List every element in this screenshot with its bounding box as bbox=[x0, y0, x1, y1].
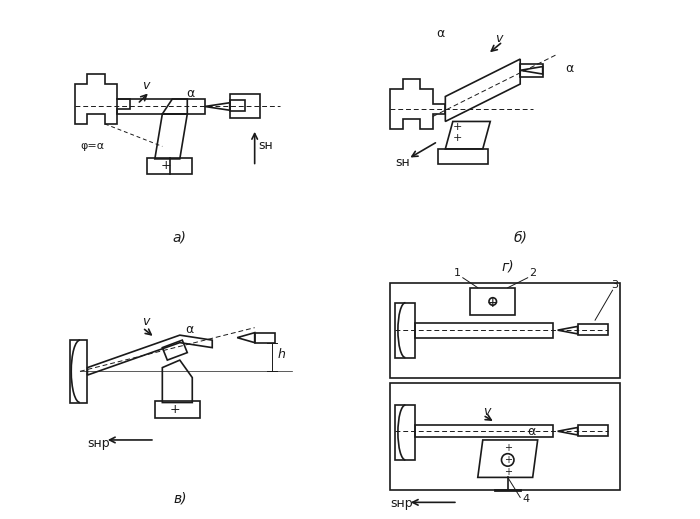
Text: α: α bbox=[437, 26, 444, 39]
Bar bbox=[118, 99, 205, 114]
Text: α: α bbox=[186, 87, 195, 100]
Bar bbox=[230, 94, 260, 118]
Text: φ=α: φ=α bbox=[80, 141, 104, 151]
Bar bbox=[578, 324, 608, 335]
Bar bbox=[391, 283, 620, 377]
Bar bbox=[255, 333, 274, 343]
Text: v: v bbox=[142, 315, 150, 328]
Bar bbox=[415, 425, 552, 438]
Bar bbox=[230, 100, 245, 112]
Bar bbox=[438, 149, 488, 164]
Text: г): г) bbox=[501, 260, 514, 274]
Text: +
+
+: + + + bbox=[504, 443, 512, 476]
Text: α: α bbox=[528, 425, 536, 438]
Bar bbox=[415, 323, 552, 338]
Text: 4: 4 bbox=[523, 495, 530, 504]
Text: 1: 1 bbox=[454, 268, 461, 279]
Text: v: v bbox=[483, 405, 490, 418]
Bar bbox=[148, 158, 192, 174]
Text: +: + bbox=[161, 159, 172, 172]
Text: +
+: + + bbox=[453, 122, 463, 143]
Text: sнр: sнр bbox=[391, 497, 413, 510]
Text: v: v bbox=[142, 79, 150, 92]
Bar bbox=[470, 288, 515, 315]
Text: α: α bbox=[565, 62, 573, 75]
Text: h: h bbox=[277, 348, 285, 361]
Text: в): в) bbox=[173, 491, 186, 506]
Text: sнр: sнр bbox=[88, 438, 110, 450]
Text: а): а) bbox=[173, 230, 187, 244]
Text: 2: 2 bbox=[529, 268, 536, 279]
Bar bbox=[578, 425, 608, 436]
Text: +: + bbox=[487, 296, 498, 310]
Bar bbox=[391, 383, 620, 490]
Bar bbox=[155, 401, 199, 417]
Text: 3: 3 bbox=[612, 280, 619, 290]
Text: sн: sн bbox=[395, 156, 410, 169]
Text: sн: sн bbox=[258, 139, 273, 152]
Bar bbox=[520, 64, 542, 76]
Text: v: v bbox=[495, 32, 503, 45]
Text: α: α bbox=[185, 323, 193, 336]
Text: +: + bbox=[169, 403, 180, 416]
Text: б): б) bbox=[513, 230, 527, 244]
